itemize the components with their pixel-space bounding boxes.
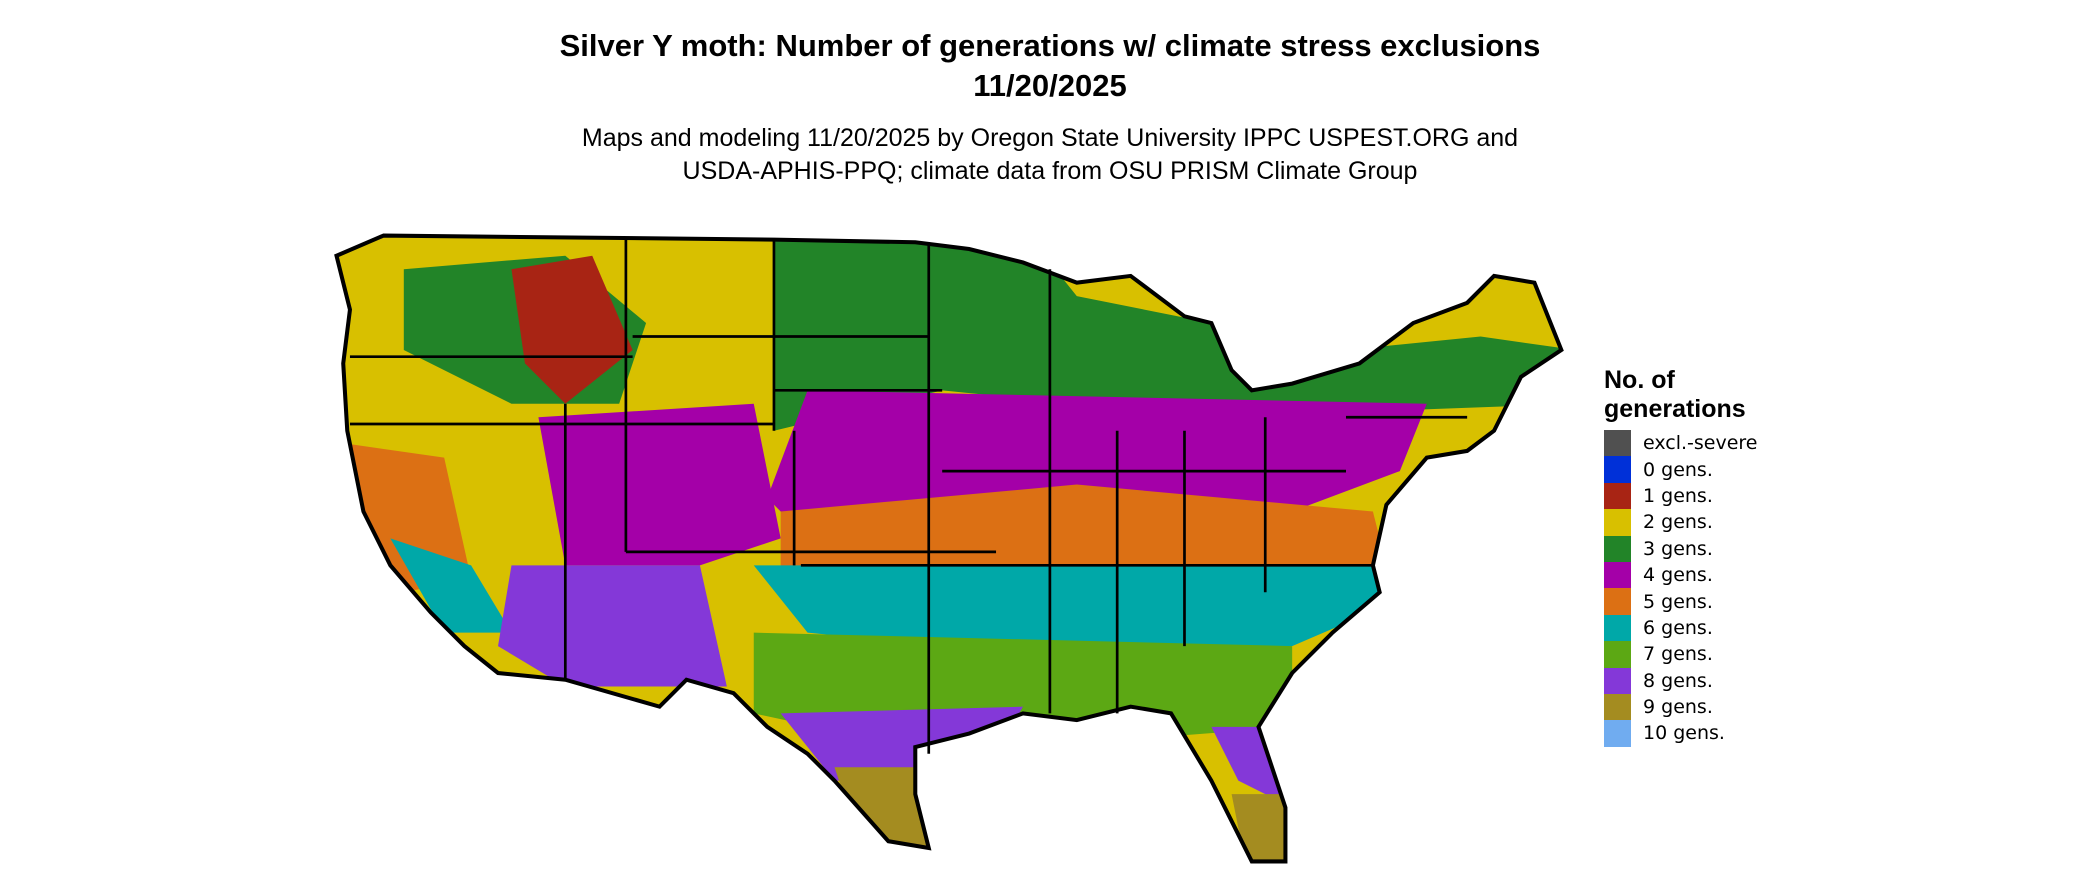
- region-1-gens: [511, 255, 633, 404]
- legend-swatch: [1604, 588, 1631, 615]
- legend-title-line2: generations: [1604, 395, 1746, 423]
- legend-swatch: [1604, 430, 1631, 457]
- legend-title: No. of generations: [1604, 366, 1758, 424]
- legend-item: 3 gens.: [1604, 535, 1758, 562]
- legend-items: excl.-severe 0 gens. 1 gens. 2 gens. 3 gens.…: [1604, 430, 1758, 747]
- legend-swatch: [1604, 667, 1631, 694]
- legend-label: 2 gens.: [1643, 511, 1713, 534]
- legend-swatch: [1604, 720, 1631, 747]
- us-outline: [334, 233, 1564, 864]
- map-subtitle-line2: USDA-APHIS-PPQ; climate data from OSU PR…: [682, 157, 1418, 185]
- legend-item: 6 gens.: [1604, 614, 1758, 642]
- legend-item: excl.-severe: [1604, 430, 1758, 457]
- legend-swatch: [1604, 641, 1631, 668]
- legend-item: 4 gens.: [1604, 561, 1758, 589]
- legend-swatch: [1604, 482, 1631, 510]
- legend-item: 7 gens.: [1604, 641, 1758, 668]
- legend-label: 7 gens.: [1643, 643, 1713, 666]
- legend-label: 6 gens.: [1643, 616, 1713, 639]
- legend-swatch: [1604, 456, 1631, 483]
- map-subtitle-line1: Maps and modeling 11/20/2025 by Oregon S…: [581, 124, 1519, 152]
- legend-swatch: [1604, 614, 1631, 642]
- legend-label: 10 gens.: [1643, 722, 1725, 745]
- legend-label: 3 gens.: [1643, 537, 1713, 560]
- legend-item: 0 gens.: [1604, 456, 1758, 483]
- legend-item: 2 gens.: [1604, 509, 1758, 536]
- map-title: Silver Y moth: Number of generations w/ …: [559, 28, 1541, 63]
- region-6-gens-west: [390, 538, 512, 633]
- legend-label: excl.-severe: [1643, 432, 1758, 455]
- legend-swatch: [1604, 509, 1631, 536]
- legend-title-line1: No. of: [1604, 366, 1675, 394]
- legend-label: 0 gens.: [1643, 458, 1713, 481]
- region-6-gens: [753, 565, 1387, 660]
- legend-label: 8 gens.: [1643, 669, 1713, 692]
- legend-item: 10 gens.: [1604, 720, 1758, 747]
- region-4-gens-west: [538, 403, 781, 566]
- map-date: 11/20/2025: [973, 68, 1127, 103]
- legend-label: 5 gens.: [1643, 590, 1713, 613]
- legend-label: 4 gens.: [1643, 564, 1713, 587]
- state-boundaries: [349, 239, 1468, 754]
- legend-item: 1 gens.: [1604, 482, 1758, 510]
- legend-item: 5 gens.: [1604, 588, 1758, 615]
- legend-swatch: [1604, 561, 1631, 589]
- legend-item: 8 gens.: [1604, 667, 1758, 694]
- legend-item: 9 gens.: [1604, 693, 1758, 721]
- legend-swatch: [1604, 535, 1631, 562]
- legend-swatch: [1604, 693, 1631, 721]
- map-legend: No. of generations excl.-severe 0 gens. 1 …: [1604, 366, 1758, 747]
- legend-label: 1 gens.: [1643, 484, 1713, 507]
- legend-label: 9 gens.: [1643, 696, 1713, 719]
- region-8-gens-southwest: [498, 565, 727, 687]
